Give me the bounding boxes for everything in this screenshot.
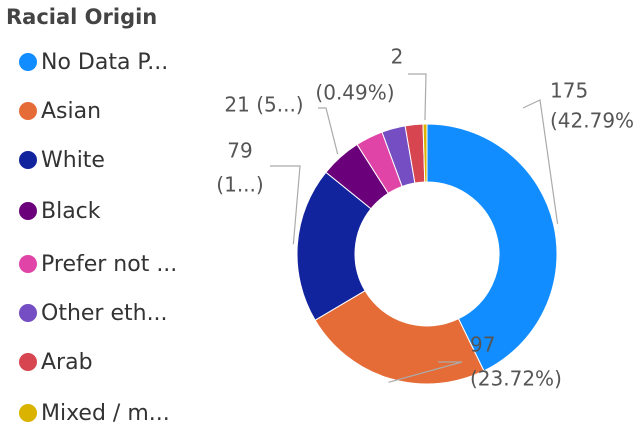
legend-label: No Data P... bbox=[41, 50, 168, 75]
donut-slice bbox=[422, 123, 428, 183]
data-label: (0.49%) bbox=[315, 81, 394, 105]
leader-line bbox=[408, 73, 427, 121]
legend-marker bbox=[19, 102, 37, 120]
data-label: (42.79%) bbox=[550, 109, 635, 133]
legend-marker bbox=[19, 255, 37, 273]
data-label: (1...) bbox=[216, 173, 263, 197]
legend-marker bbox=[19, 151, 37, 169]
donut-slice bbox=[426, 123, 558, 372]
legend-label: Asian bbox=[41, 99, 101, 124]
leader-line bbox=[388, 361, 463, 383]
donut-slice bbox=[314, 289, 485, 385]
data-label: 2 bbox=[391, 45, 404, 69]
legend-marker bbox=[19, 404, 37, 422]
legend-marker bbox=[19, 304, 37, 322]
legend-label: Prefer not ... bbox=[41, 252, 177, 277]
data-label: 97 bbox=[470, 333, 495, 357]
leader-line bbox=[318, 107, 339, 155]
data-label: (23.72%) bbox=[470, 367, 562, 391]
legend-label: Other eth... bbox=[41, 301, 168, 326]
legend-label: White bbox=[41, 148, 105, 173]
legend-marker bbox=[19, 53, 37, 71]
legend-title: Racial Origin bbox=[6, 5, 157, 29]
data-label: 79 bbox=[227, 139, 252, 163]
legend-label: Black bbox=[41, 199, 101, 224]
data-label: 21 (5...) bbox=[224, 93, 303, 117]
legend-marker bbox=[19, 353, 37, 371]
legend-label: Arab bbox=[41, 350, 93, 375]
legend-label: Mixed / m... bbox=[41, 401, 170, 426]
leader-line bbox=[270, 165, 301, 245]
leader-line bbox=[522, 99, 559, 224]
data-label: 175 bbox=[550, 79, 588, 103]
legend-marker bbox=[19, 202, 37, 220]
